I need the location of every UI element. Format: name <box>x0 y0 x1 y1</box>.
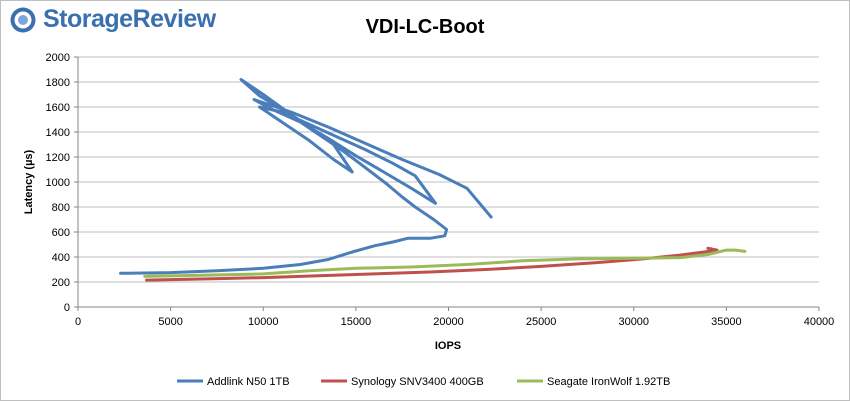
y-tick-label: 1800 <box>46 77 70 89</box>
legend: Addlink N50 1TB Synology SNV3400 400GB Sea… <box>177 376 670 388</box>
y-tick-label: 800 <box>52 202 70 214</box>
legend-label-0: Addlink N50 1TB <box>207 376 290 388</box>
y-tick-label: 2000 <box>46 52 70 64</box>
y-axis-label: Latency (µs) <box>23 149 35 214</box>
x-tick-label: 5000 <box>158 316 182 328</box>
y-tick-label: 1600 <box>46 102 70 114</box>
x-tick-labels: 0 5000 10000 15000 20000 25000 30000 35000 40000 <box>75 307 834 328</box>
x-tick-label: 40000 <box>804 316 835 328</box>
y-tick-label: 1400 <box>46 127 70 139</box>
x-tick-label: 25000 <box>526 316 557 328</box>
series-line-0 <box>119 78 493 275</box>
legend-label-1: Synology SNV3400 400GB <box>351 376 484 388</box>
series-line-1 <box>145 246 719 282</box>
y-tick-label: 0 <box>64 302 70 314</box>
storagereview-globe-icon <box>10 7 36 32</box>
legend-label-2: Seagate IronWolf 1.92TB <box>547 376 670 388</box>
x-axis-label: IOPS <box>435 340 461 352</box>
series-line-2 <box>143 248 747 278</box>
y-tick-label: 200 <box>52 277 70 289</box>
x-tick-label: 10000 <box>248 316 279 328</box>
x-tick-label: 15000 <box>341 316 372 328</box>
chart-title: VDI-LC-Boot <box>366 16 485 38</box>
y-tick-labels: 0 200 400 600 800 1000 1200 1400 1600 1800 2000 <box>46 52 78 314</box>
y-tick-label: 1200 <box>46 152 70 164</box>
y-tick-label: 600 <box>52 227 70 239</box>
logo-text: StorageReview <box>43 5 216 33</box>
x-tick-label: 35000 <box>711 316 742 328</box>
series-lines <box>119 78 747 282</box>
y-tick-label: 400 <box>52 252 70 264</box>
storagereview-logo: StorageReview <box>9 5 216 34</box>
x-tick-label: 0 <box>75 316 81 328</box>
x-tick-label: 20000 <box>433 316 464 328</box>
x-tick-label: 30000 <box>618 316 649 328</box>
y-tick-label: 1000 <box>46 177 70 189</box>
